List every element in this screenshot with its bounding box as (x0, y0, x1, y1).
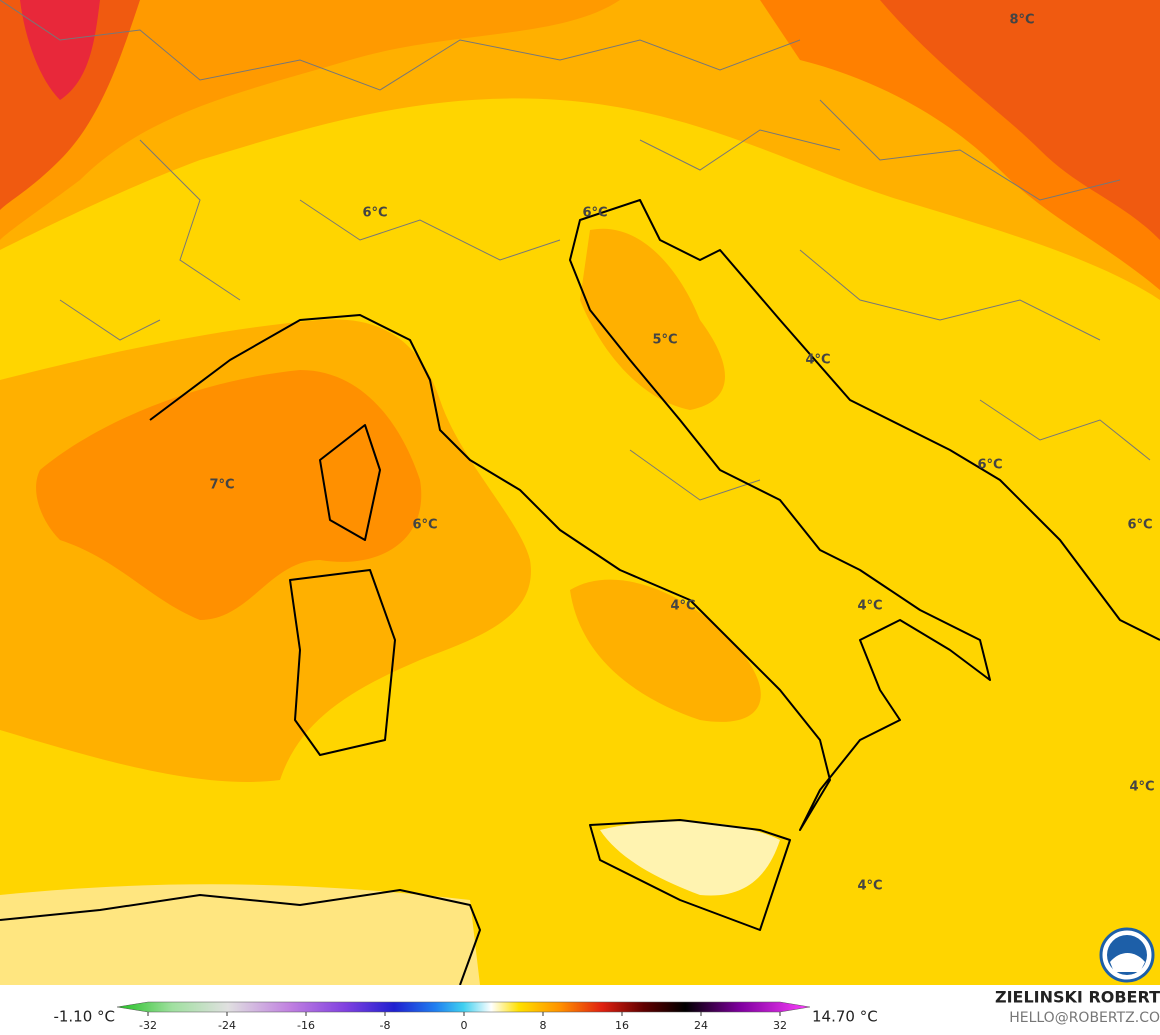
colorbar-tick-label: -8 (380, 1019, 391, 1032)
warm-zone (580, 228, 725, 410)
colorbar (116, 1001, 811, 1013)
temperature-label: 6°C (362, 206, 387, 221)
region-borders (0, 0, 1151, 501)
coastline (149, 199, 1160, 831)
noaa-logo (1099, 927, 1155, 983)
hot-zone (880, 0, 1160, 240)
corsica (319, 424, 381, 541)
colorbar-tick-label: 24 (694, 1019, 708, 1032)
temperature-label: 4°C (1129, 780, 1154, 795)
temperature-label: 6°C (977, 458, 1002, 473)
credit-email: HELLO@ROBERTZ.CO (1009, 1010, 1160, 1026)
sicily (589, 819, 791, 931)
warm-zone (0, 0, 620, 240)
sardinia (289, 569, 396, 756)
colorbar-tick-label: 8 (540, 1019, 547, 1032)
map (0, 0, 1160, 986)
africa-coast (0, 889, 481, 986)
temperature-label: 4°C (670, 599, 695, 614)
temperature-label: 8°C (1009, 13, 1034, 28)
colorbar-tick-label: 0 (461, 1019, 468, 1032)
colorbar-tick-label: -24 (218, 1019, 236, 1032)
temperature-label: 5°C (652, 333, 677, 348)
max-label: 14.70 °C (812, 1008, 878, 1026)
min-label: -1.10 °C (53, 1008, 115, 1026)
temperature-label: 6°C (412, 518, 437, 533)
colorbar-tick-label: 32 (773, 1019, 787, 1032)
temperature-label: 4°C (805, 353, 830, 368)
temperature-label: 7°C (209, 478, 234, 493)
temperature-label: 6°C (582, 206, 607, 221)
temperature-label: 6°C (1127, 518, 1152, 533)
colorbar-tick-label: 16 (615, 1019, 629, 1032)
warm-zone (36, 370, 422, 620)
warm-zone (570, 579, 761, 722)
temperature-label: 4°C (857, 599, 882, 614)
temperature-label: 4°C (857, 879, 882, 894)
credit-name: ZIELINSKI ROBERT (995, 988, 1160, 1007)
colorbar-tick-label: -16 (297, 1019, 315, 1032)
colorbar-tick-label: -32 (139, 1019, 157, 1032)
cool-zone (0, 884, 480, 985)
hot-zone (20, 0, 100, 100)
cool-zone (600, 821, 780, 896)
